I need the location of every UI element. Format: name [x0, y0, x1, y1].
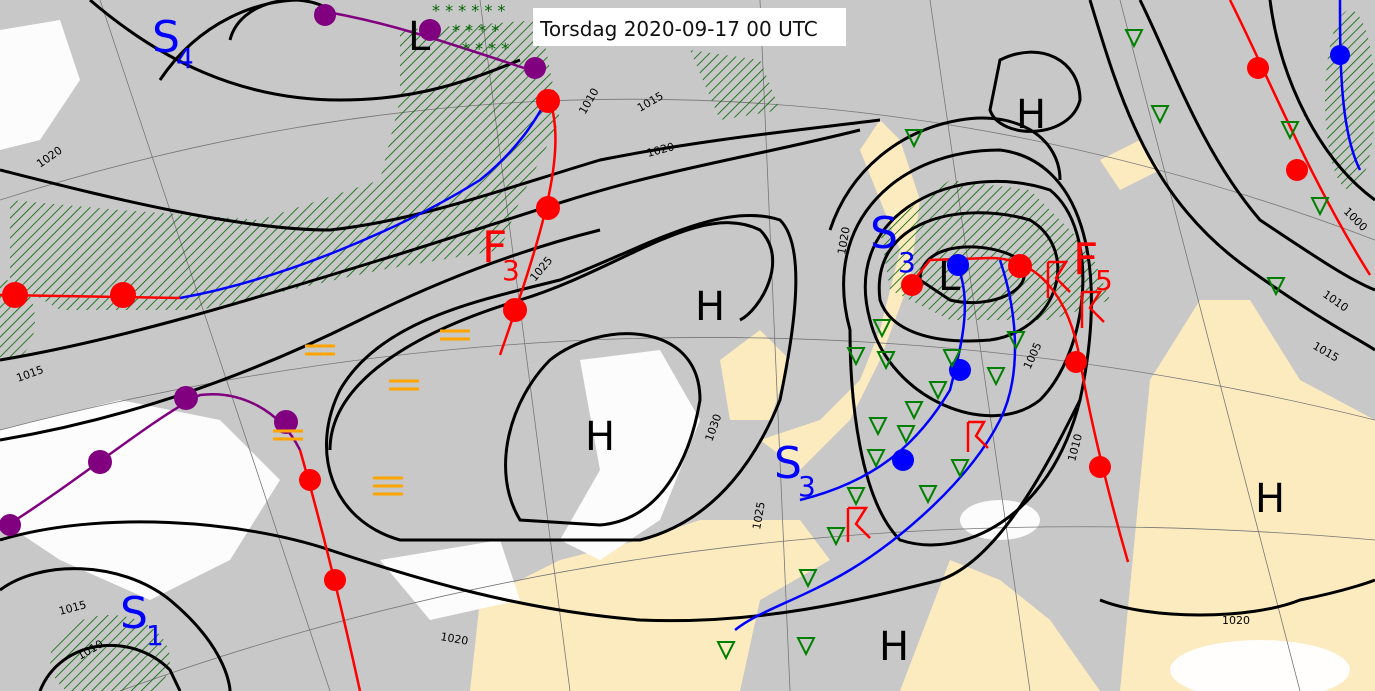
- svg-text:* * * *: * * * *: [462, 39, 509, 58]
- svg-text:5: 5: [1095, 264, 1113, 297]
- svg-text:S: S: [120, 588, 148, 639]
- svg-text:3: 3: [898, 246, 916, 279]
- cold-front-north: [179, 94, 551, 300]
- occluded-front-north: [314, 8, 531, 72]
- svg-text:F: F: [1073, 234, 1098, 285]
- isobar-labels: 1020 1015 1010 1015 1020 1025 1030 1025 …: [15, 86, 1370, 663]
- svg-text:S: S: [774, 438, 802, 489]
- isobar-label: 1020: [1222, 614, 1250, 627]
- cloud-areas: [0, 20, 1350, 691]
- map-title: Torsdag 2020-09-17 00 UTC: [540, 17, 818, 41]
- snow-symbols: * * * * * ** * * ** * * *: [432, 1, 509, 58]
- isobar-label: 1025: [750, 501, 768, 531]
- isobar-label: 1020: [439, 630, 469, 648]
- shower-symbols: [716, 29, 1330, 661]
- front-label-s3-north: S3: [870, 208, 916, 279]
- low-pressure-center: L: [408, 14, 431, 60]
- cold-front-s3: [799, 259, 967, 502]
- svg-text:4: 4: [176, 42, 194, 75]
- svg-text:* * * *: * * * *: [452, 21, 499, 40]
- low-pressure-center: L: [938, 254, 961, 300]
- high-pressure-center: H: [1255, 476, 1285, 522]
- cold-front-east: [1338, 0, 1362, 171]
- fog-symbols: [273, 329, 470, 496]
- front-label-s1: S1: [120, 588, 164, 652]
- high-pressure-center: H: [585, 414, 615, 460]
- svg-text:1: 1: [146, 619, 164, 652]
- front-label-s3-south: S3: [774, 438, 816, 503]
- front-label-s4: S4: [152, 12, 194, 75]
- svg-text:S: S: [152, 12, 180, 63]
- warm-front-west: [0, 293, 181, 300]
- svg-text:3: 3: [798, 470, 816, 503]
- high-pressure-center: H: [879, 624, 909, 670]
- front-label-f5: F5: [1073, 234, 1113, 297]
- svg-text:S: S: [870, 208, 898, 259]
- svg-text:3: 3: [502, 254, 520, 287]
- front-label-f3: F3: [482, 222, 520, 287]
- front-labels: S4 F3 S3 F5 S3 S1: [120, 12, 1113, 652]
- land-areas: [470, 120, 1375, 691]
- title-box: [533, 8, 846, 46]
- svg-text:F: F: [482, 222, 507, 273]
- cold-front-south: [734, 259, 1017, 631]
- high-pressure-center: H: [695, 284, 725, 330]
- pressure-centers: H H H H H L L: [408, 14, 1285, 670]
- isobar-label: 1020: [835, 226, 853, 256]
- thunderstorm-symbols: [846, 260, 1105, 542]
- svg-text:* * * * * *: * * * * * *: [432, 1, 505, 20]
- high-pressure-center: H: [1016, 92, 1046, 138]
